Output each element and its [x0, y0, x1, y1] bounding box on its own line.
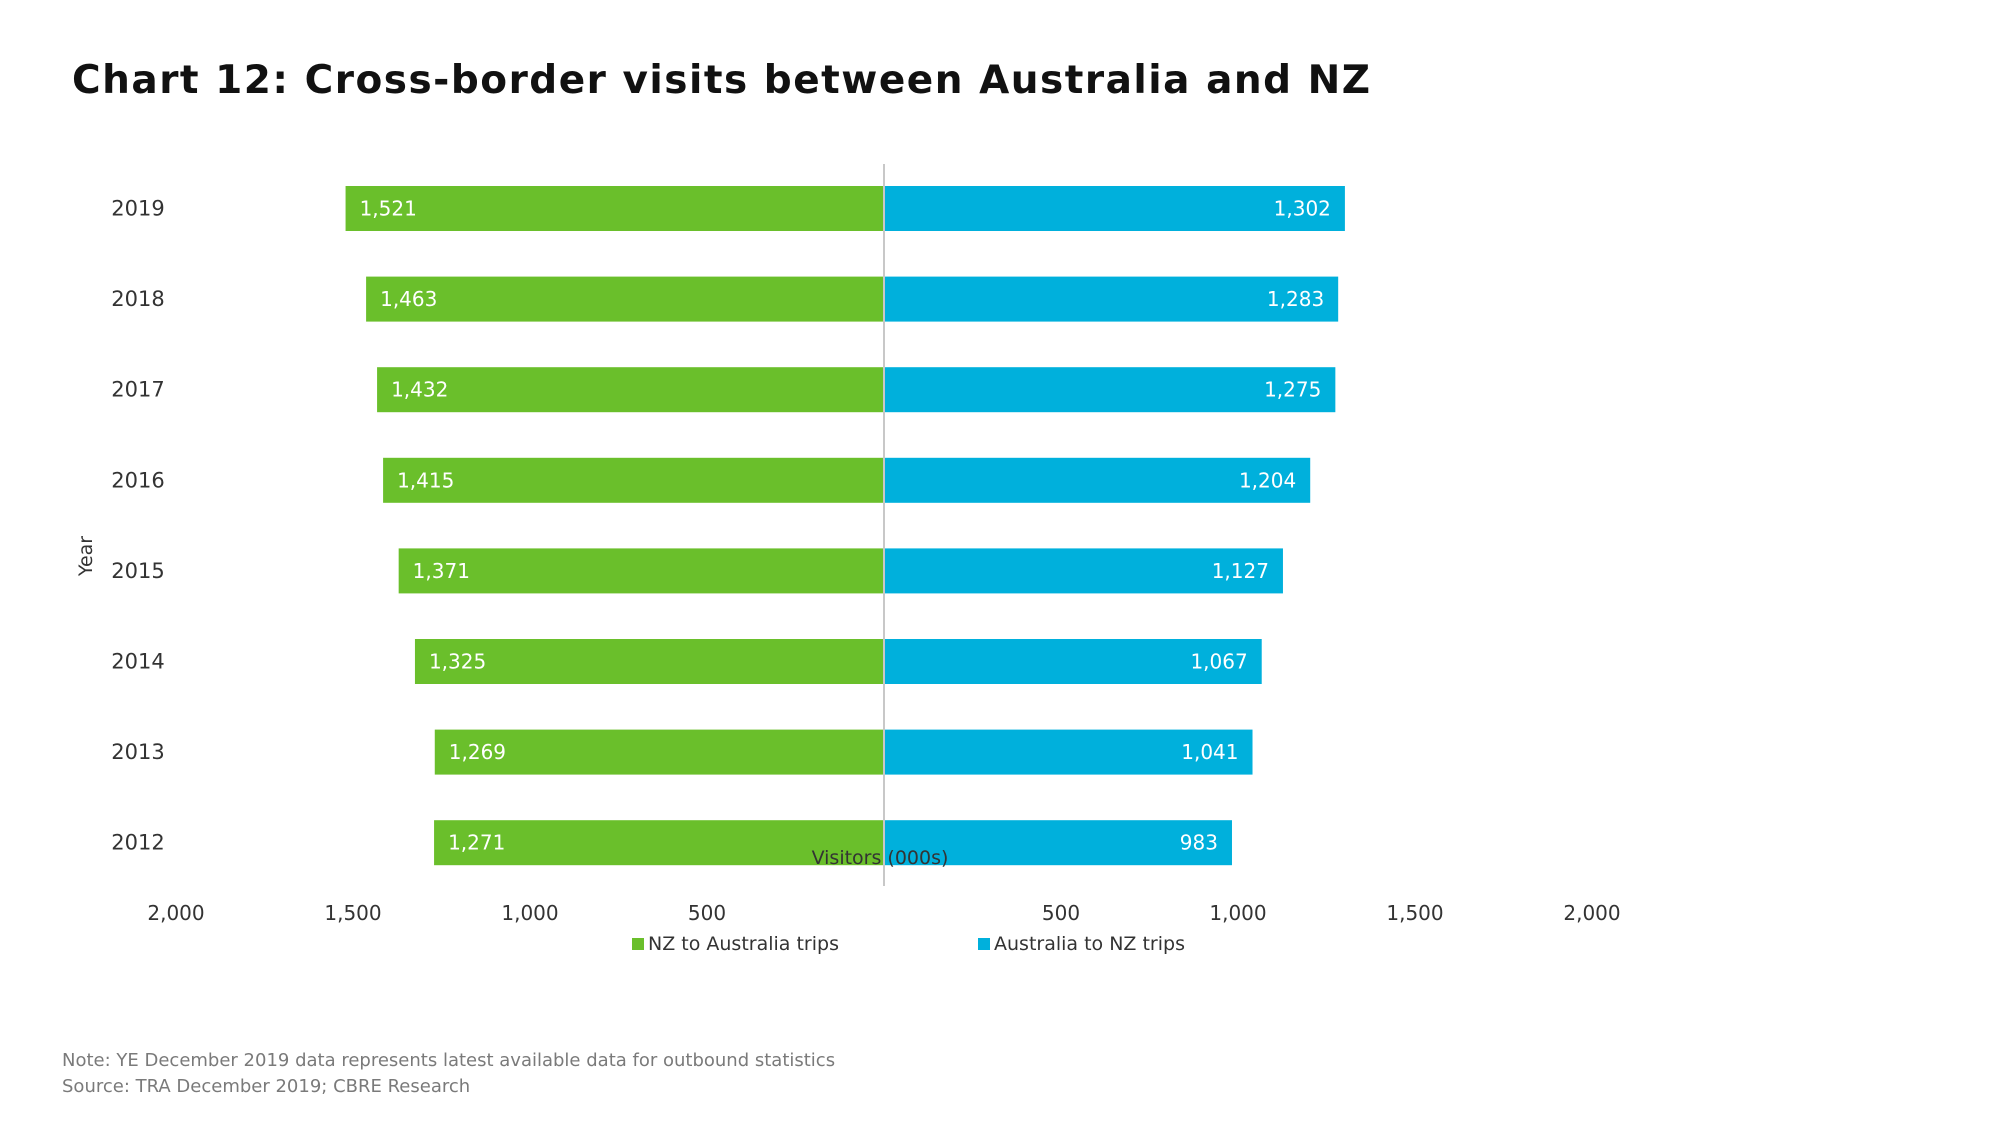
nz-to-australia-bar-2016: [383, 457, 884, 503]
data-label: 1,041: [1181, 740, 1238, 764]
australia-to-nz-bar-2015: [884, 548, 1283, 594]
nz-to-australia-bar-2015: [398, 548, 884, 594]
y-tick-label: 2016: [111, 468, 164, 492]
nz-to-australia-bar-2018: [366, 276, 884, 322]
y-tick-label: 2013: [111, 740, 164, 764]
australia-to-nz-bar-2017: [884, 367, 1336, 413]
page-title: Chart 12: Cross-border visits between Au…: [72, 58, 1372, 103]
y-tick-label: 2019: [111, 197, 164, 221]
y-tick-label: 2014: [111, 650, 164, 674]
legend: NZ to Australia trips Australia to NZ tri…: [632, 933, 1185, 955]
australia-to-nz-bars: 1,302 1,283 1,275 1,204 1,127 1,067 1,041 983: [884, 186, 1345, 866]
y-axis-title: Year: [75, 536, 97, 577]
australia-to-nz-bar-2016: [884, 457, 1311, 503]
x-axis-title: Visitors (000s): [812, 847, 949, 869]
x-tick-label: 1,000: [501, 901, 558, 925]
x-tick-label: 2,000: [1563, 901, 1620, 925]
x-tick-label: 500: [688, 901, 726, 925]
y-tick-label: 2017: [111, 378, 164, 402]
nz-to-australia-bar-2019: [345, 186, 884, 231]
data-label: 1,283: [1267, 287, 1324, 311]
data-label: 1,463: [380, 287, 437, 311]
x-tick-label: 2,000: [147, 901, 204, 925]
x-tick-label: 1,000: [1209, 901, 1266, 925]
data-label: 1,521: [360, 197, 417, 221]
x-tick-labels: 2,000 1,500 1,000 500 500 1,000 1,500 2,000: [147, 901, 1620, 925]
legend-australia-to-nz-label: Australia to NZ trips: [994, 933, 1185, 955]
data-label: 1,067: [1190, 650, 1247, 674]
australia-to-nz-bar-2013: [884, 729, 1253, 775]
legend-australia-to-nz-swatch: [978, 938, 990, 950]
y-tick-label: 2018: [111, 287, 164, 311]
chart-source: Source: TRA December 2019; CBRE Research: [62, 1076, 471, 1097]
nz-to-australia-bars: 1,521 1,463 1,432 1,415 1,371 1,325 1,269 1,271: [345, 186, 884, 866]
y-tick-label: 2015: [111, 559, 164, 583]
data-label: 1,271: [448, 831, 505, 855]
australia-to-nz-bar-2012: [884, 820, 1232, 866]
nz-to-australia-bar-2012: [434, 820, 884, 866]
data-label: 1,415: [397, 468, 454, 492]
data-label: 1,302: [1274, 197, 1331, 221]
australia-to-nz-bar-2019: [884, 186, 1345, 231]
x-tick-label: 500: [1042, 901, 1080, 925]
data-label: 1,325: [429, 650, 486, 674]
australia-to-nz-bar-2014: [884, 639, 1262, 684]
year-tick-labels: 2019 2018 2017 2016 2015 2014 2013 2012: [111, 197, 164, 855]
data-label: 1,275: [1264, 378, 1321, 402]
nz-to-australia-bar-2013: [434, 729, 884, 775]
x-tick-label: 1,500: [1386, 901, 1443, 925]
y-tick-label: 2012: [111, 831, 164, 855]
data-label: 1,269: [449, 740, 506, 764]
x-tick-label: 1,500: [324, 901, 381, 925]
data-label: 1,204: [1239, 468, 1296, 492]
nz-to-australia-bar-2017: [377, 367, 884, 413]
data-label: 1,371: [413, 559, 470, 583]
australia-to-nz-bar-2018: [884, 276, 1339, 322]
nz-to-australia-bar-2014: [414, 639, 884, 684]
chart-note: Note: YE December 2019 data represents l…: [62, 1050, 836, 1071]
legend-nz-to-australia-swatch: [632, 938, 644, 950]
data-label: 983: [1180, 831, 1218, 855]
data-label: 1,127: [1212, 559, 1269, 583]
legend-nz-to-australia-label: NZ to Australia trips: [648, 933, 839, 955]
data-label: 1,432: [391, 378, 448, 402]
